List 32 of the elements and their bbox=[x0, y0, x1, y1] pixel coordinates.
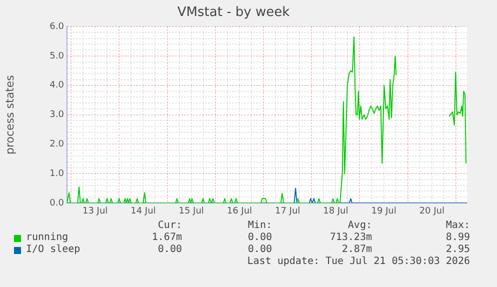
x-tick-label: 18 Jul bbox=[323, 206, 348, 217]
text: 0.00 bbox=[158, 244, 182, 255]
x-tick-label: 19 Jul bbox=[371, 206, 396, 217]
x-tick-label: 17 Jul bbox=[274, 206, 300, 217]
y-tick-label: 1.0 bbox=[50, 168, 64, 179]
y-axis-title: process states bbox=[3, 74, 16, 154]
text: 2.87m bbox=[342, 244, 372, 255]
y-tick-label: 5.0 bbox=[50, 51, 64, 62]
text: Max: bbox=[446, 220, 470, 231]
text: 2.95 bbox=[446, 244, 470, 255]
text: Min: bbox=[248, 220, 272, 231]
legend-label: running bbox=[26, 232, 68, 243]
text: 8.99 bbox=[446, 232, 470, 243]
x-tick-label: 16 Jul bbox=[226, 206, 252, 217]
x-tick-label: 15 Jul bbox=[178, 206, 204, 217]
chart-title: VMstat - by week bbox=[177, 5, 290, 20]
text: Cur: bbox=[158, 220, 182, 231]
y-tick-label: 3.0 bbox=[50, 110, 64, 120]
x-tick-label: 13 Jul bbox=[82, 206, 108, 217]
y-tick-label: 0.0 bbox=[50, 198, 64, 208]
y-tick-label: 4.0 bbox=[50, 80, 64, 91]
text: 713.23m bbox=[330, 232, 372, 243]
text: 1.67m bbox=[152, 232, 182, 243]
text: Avg: bbox=[348, 220, 372, 231]
x-tick-label: 20 Jul bbox=[419, 206, 444, 217]
y-tick-label: 6.0 bbox=[50, 22, 64, 32]
legend-label: I/O sleep bbox=[26, 244, 80, 255]
y-tick-label: 2.0 bbox=[50, 140, 64, 150]
x-tick-label: 14 Jul bbox=[130, 206, 156, 217]
text: 0.00 bbox=[248, 232, 272, 243]
text: 0.00 bbox=[248, 244, 272, 255]
text: Last update: Tue Jul 21 05:30:03 2026 bbox=[247, 256, 470, 267]
